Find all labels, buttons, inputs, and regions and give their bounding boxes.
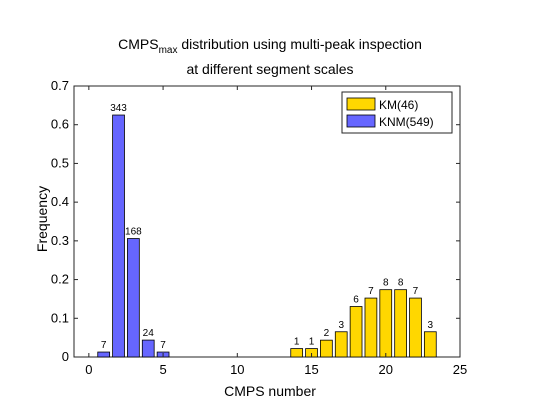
- bar-value-label: 168: [125, 227, 142, 238]
- chart-title-main: CMPS: [118, 36, 158, 52]
- x-tick-label: 10: [230, 362, 244, 377]
- bar: [113, 115, 125, 357]
- y-tick-label: 0.4: [51, 194, 69, 209]
- chart-title-line2: at different segment scales: [186, 61, 353, 77]
- bar: [410, 298, 422, 357]
- bar-value-label: 7: [368, 286, 374, 297]
- bar: [350, 307, 362, 357]
- x-axis-label: CMPS number: [224, 383, 316, 399]
- bar-value-label: 2: [324, 328, 330, 339]
- bar-value-label: 8: [398, 278, 404, 289]
- chart-title-line1: CMPSmax distribution using multi-peak in…: [118, 36, 422, 56]
- bar: [424, 332, 436, 357]
- chart-title-rest: distribution using multi-peak inspection: [178, 36, 422, 52]
- bar: [127, 239, 139, 357]
- x-tick-label: 0: [85, 362, 92, 377]
- y-tick-label: 0.3: [51, 233, 69, 248]
- legend-label: KNM(549): [379, 115, 434, 129]
- bar: [291, 349, 303, 357]
- y-tick-label: 0.5: [51, 155, 69, 170]
- x-tick-label: 5: [159, 362, 166, 377]
- x-tick-label: 25: [453, 362, 467, 377]
- bar: [395, 290, 407, 357]
- bar-value-label: 3: [428, 320, 434, 331]
- bar-value-label: 7: [101, 340, 107, 351]
- bar-value-label: 7: [160, 340, 166, 351]
- bar-value-label: 8: [383, 278, 389, 289]
- y-tick-label: 0.1: [51, 310, 69, 325]
- bar: [335, 332, 347, 357]
- y-axis-label: Frequency: [34, 186, 50, 252]
- bar-value-label: 6: [353, 295, 359, 306]
- bar: [142, 340, 154, 357]
- bar: [365, 298, 377, 357]
- legend-swatch: [347, 115, 375, 127]
- bar-value-label: 24: [143, 328, 155, 339]
- bar-value-label: 1: [309, 337, 315, 348]
- y-tick-label: 0.6: [51, 117, 69, 132]
- bar-value-label: 3: [338, 320, 344, 331]
- x-tick-label: 15: [304, 362, 318, 377]
- x-tick-label: 20: [379, 362, 393, 377]
- bar: [98, 352, 110, 357]
- legend-label: KM(46): [379, 98, 418, 112]
- y-tick-label: 0.7: [51, 78, 69, 93]
- bar: [380, 290, 392, 357]
- bar: [320, 340, 332, 357]
- bar-value-label: 7: [413, 286, 419, 297]
- bar-value-label: 1: [294, 337, 300, 348]
- y-tick-label: 0: [62, 349, 69, 364]
- y-tick-label: 0.2: [51, 272, 69, 287]
- chart-title-subscript: max: [159, 45, 178, 56]
- bar-value-label: 343: [110, 103, 127, 114]
- legend-swatch: [347, 98, 375, 110]
- legend: KM(46) KNM(549): [342, 92, 452, 133]
